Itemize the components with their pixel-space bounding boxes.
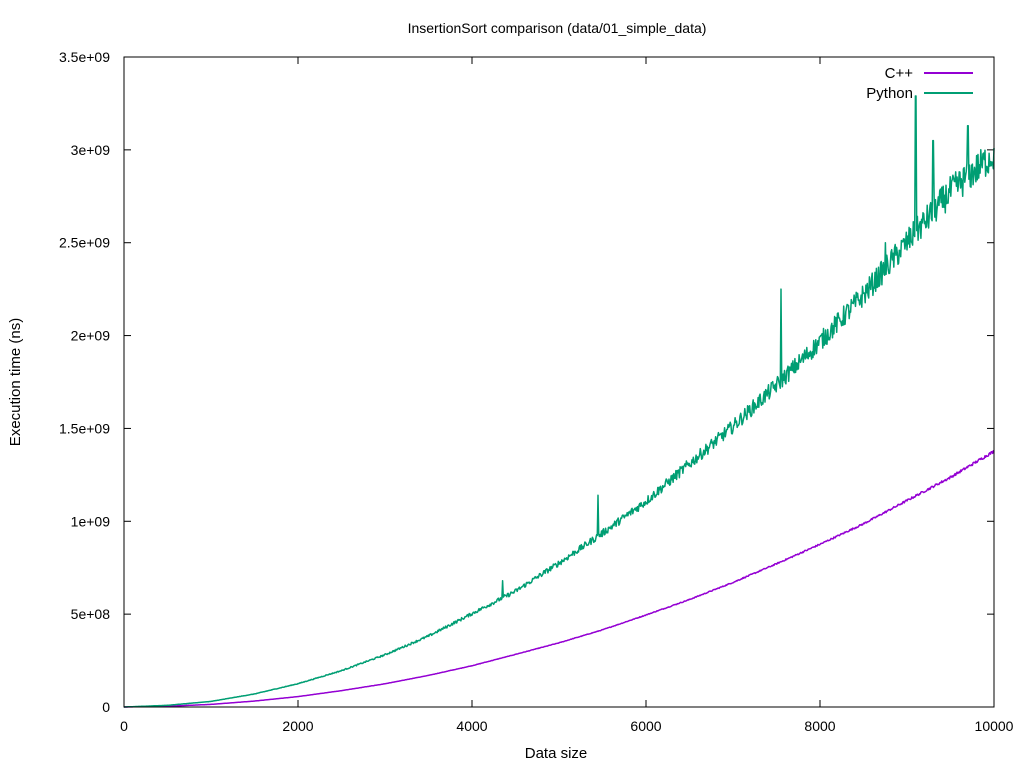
- x-tick-label: 6000: [630, 718, 661, 734]
- y-tick-label: 5e+08: [71, 606, 111, 622]
- legend-label: C++: [885, 65, 914, 82]
- y-tick-label: 3.5e+09: [59, 49, 110, 65]
- x-axis-label: Data size: [525, 745, 588, 762]
- x-tick-label: 0: [120, 718, 128, 734]
- y-tick-label: 1.5e+09: [59, 420, 110, 436]
- series-line-python: [123, 95, 995, 708]
- legend-label: Python: [866, 85, 913, 102]
- y-axis-label: Execution time (ns): [7, 318, 24, 446]
- x-tick-label: 10000: [975, 718, 1014, 734]
- x-tick-label: 8000: [804, 718, 835, 734]
- y-tick-label: 0: [102, 699, 110, 715]
- y-tick-label: 1e+09: [71, 513, 111, 529]
- y-tick-label: 2e+09: [71, 328, 111, 344]
- y-tick-label: 3e+09: [71, 142, 111, 158]
- x-tick-label: 2000: [282, 718, 313, 734]
- plot-frame: [123, 56, 995, 708]
- series-line-cpp: [123, 450, 995, 708]
- chart-title: InsertionSort comparison (data/01_simple…: [408, 20, 707, 36]
- y-tick-label: 2.5e+09: [59, 235, 110, 251]
- legend: C++ Python: [866, 65, 973, 102]
- x-tick-label: 4000: [456, 718, 487, 734]
